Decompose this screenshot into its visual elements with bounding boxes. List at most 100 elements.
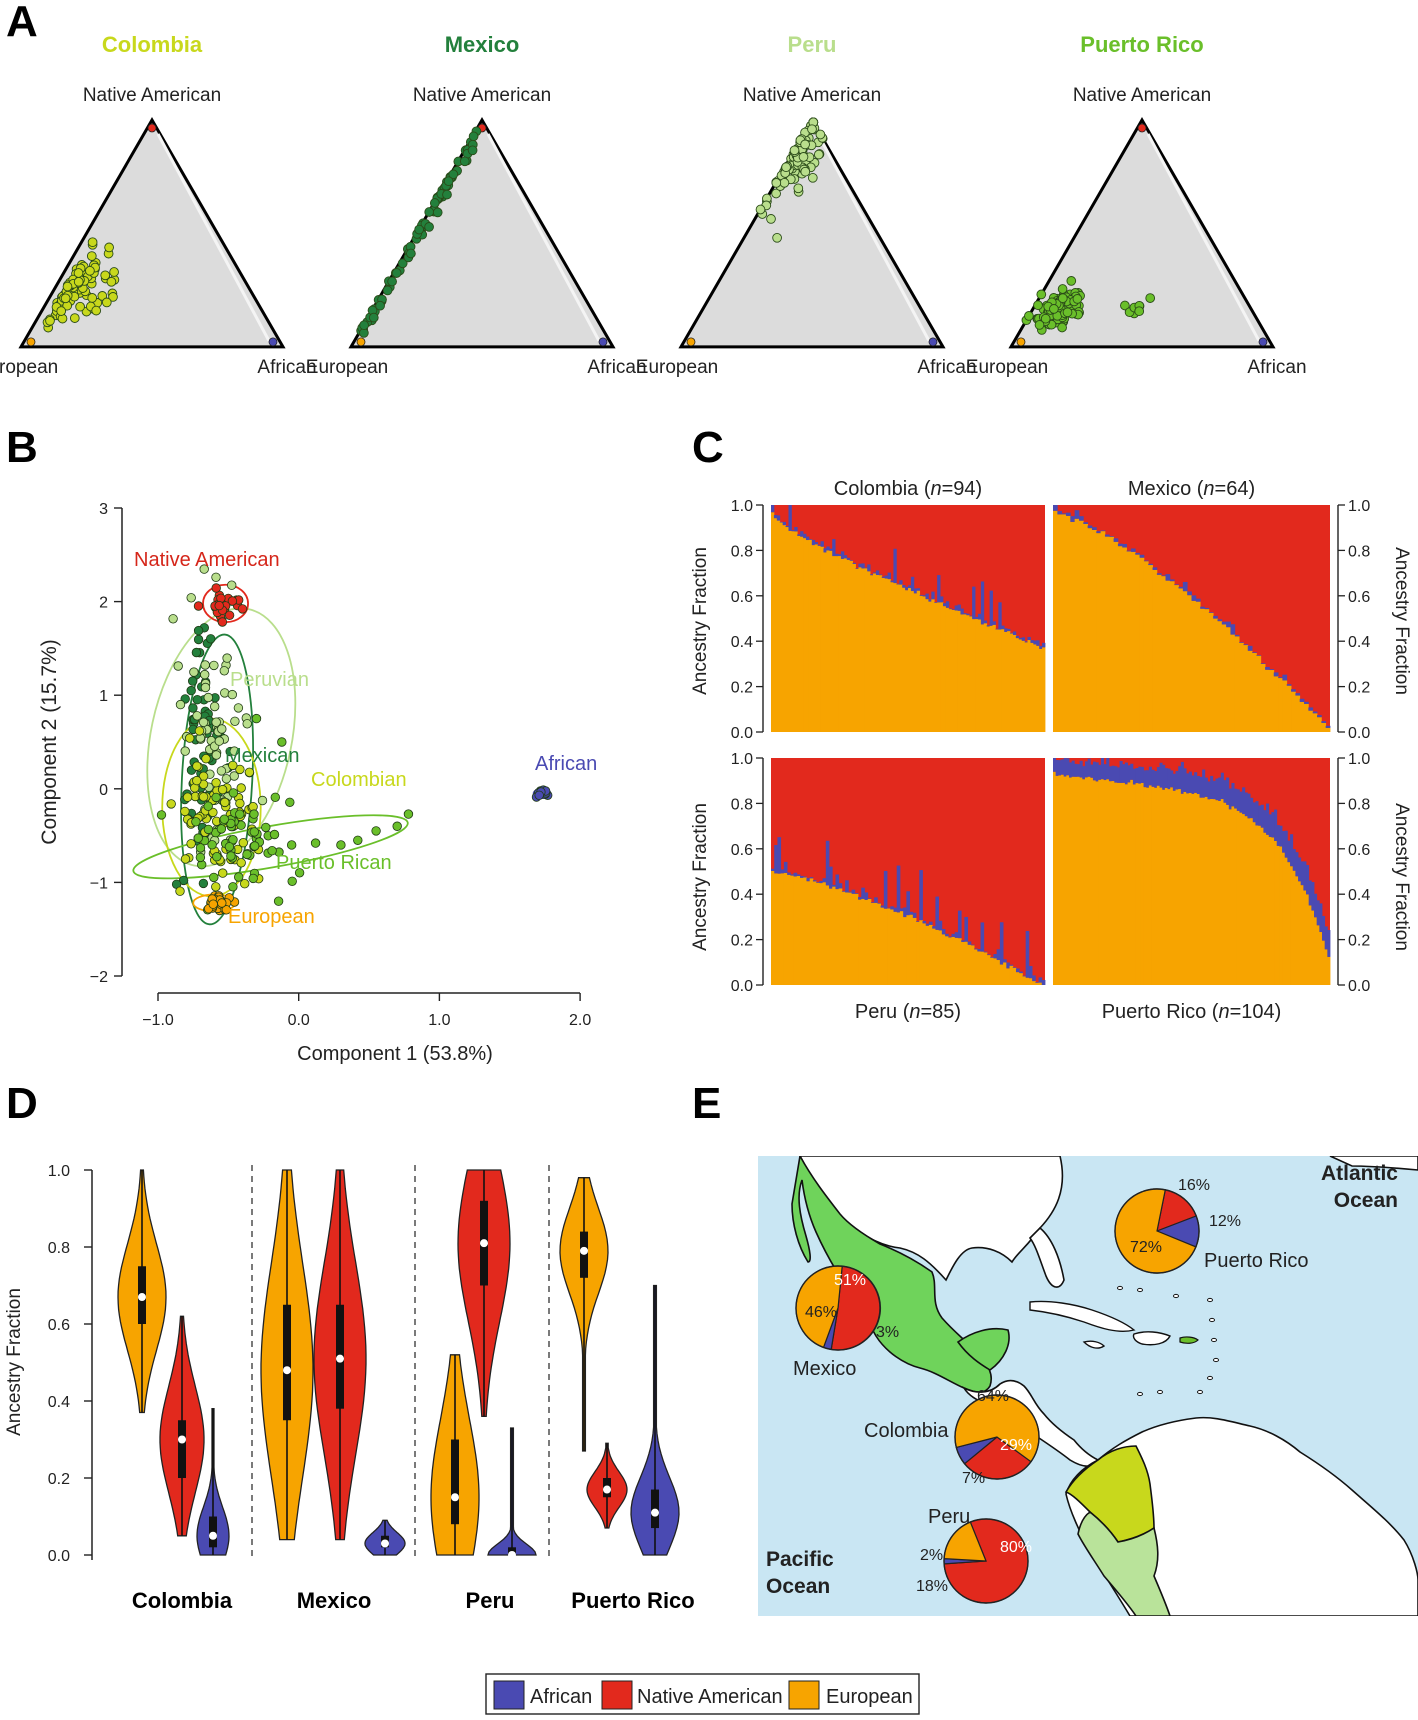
b-label-puerto-rican: Puerto Rican (276, 852, 392, 874)
admixture-european-bar (790, 875, 794, 985)
admixture-european-bar (975, 619, 979, 732)
admixture-african-bar (1308, 880, 1312, 906)
admixture-african-bar (779, 521, 784, 523)
admixture-european-bar (1104, 536, 1110, 732)
pie-puerto-rico-native-label: 16% (1178, 1177, 1210, 1194)
admixture-african-bar (1172, 773, 1176, 791)
b-point-peruvian (214, 736, 225, 746)
b-point-colombian (228, 760, 238, 771)
pie-colombia-african-label: 7% (962, 1470, 985, 1487)
admixture-african-bar (1139, 554, 1145, 558)
admixture-african-bar (809, 877, 814, 879)
admixture-african-bar (1242, 787, 1246, 815)
admixture-african-bar (825, 840, 830, 886)
e-label-colombia: Colombia (864, 1420, 949, 1442)
admixture-african-bar (922, 595, 926, 597)
b-point-peruvian (168, 614, 178, 624)
admixture-african-bar (883, 870, 888, 909)
admixture-african-bar (1143, 560, 1149, 562)
admixture-african-bar (800, 531, 804, 537)
admixture-african-bar (1282, 674, 1288, 681)
admixture-african-bar (975, 616, 979, 620)
admixture-european-bar (1065, 515, 1071, 732)
admixture-african-bar (773, 514, 778, 519)
ternary-point (69, 313, 80, 323)
admixture-european-bar (1156, 574, 1162, 732)
admixture-african-bar (849, 560, 854, 561)
admixture-european-bar (1239, 812, 1243, 985)
admixture-european-bar (1276, 845, 1280, 985)
b-point-puerto-rican (270, 792, 281, 803)
admixture-european-bar (1282, 852, 1286, 985)
b-point-puerto-rican (249, 809, 259, 819)
admixture-european-bar (1078, 520, 1084, 732)
ternary-title-mexico: Mexico (445, 32, 520, 57)
c-ytick-label: 0.2 (1348, 680, 1370, 697)
admixture-european-bar (1058, 775, 1062, 985)
b-point-peruvian (227, 689, 238, 700)
admixture-panel-peru: Peru (n=85) (771, 758, 1046, 1023)
admixture-european-bar (995, 629, 999, 732)
admixture-european-bar (1140, 782, 1144, 985)
admixture-european-bar (969, 616, 973, 732)
pie-outline (954, 1394, 1040, 1480)
pie-puerto-rico-european-label: 72% (1130, 1239, 1162, 1256)
admixture-european-bar (1210, 798, 1214, 985)
legend-native-swatch (601, 1680, 633, 1710)
admixture-african-bar (1230, 624, 1236, 635)
admixture-european-bar (1170, 787, 1174, 985)
b-point-colombian (180, 854, 191, 864)
admixture-african-bar (1175, 771, 1179, 790)
admixture-european-bar (1006, 968, 1010, 985)
admixture-european-bar (774, 873, 778, 985)
ternary-point (75, 301, 85, 312)
admixture-african-bar (1188, 771, 1192, 793)
legend-african: African (530, 1686, 592, 1708)
admixture-european-bar (825, 885, 830, 985)
ternary-label-european: European (306, 357, 388, 378)
admixture-african-bar (999, 922, 1004, 965)
ternary-point (1066, 276, 1077, 286)
b-point-colombian (244, 767, 255, 778)
d-ytick-label: 0.4 (48, 1394, 70, 1411)
c-ytick-label: 0.6 (731, 842, 753, 859)
admixture-african-bar (1215, 778, 1219, 801)
admixture-african-bar (1300, 861, 1304, 886)
admixture-african-bar (1006, 962, 1010, 969)
admixture-african-bar (1116, 767, 1120, 783)
admixture-european-bar (1035, 982, 1039, 985)
admixture-african-bar (1060, 759, 1065, 775)
admixture-african-bar (1042, 642, 1046, 648)
admixture-european-bar (896, 912, 901, 985)
b-point-colombian (238, 838, 249, 848)
legend: African Native American European (485, 1673, 920, 1715)
c-ytick-label: 0.0 (1348, 725, 1370, 742)
d-group-puerto-rico: Puerto Rico (571, 1588, 694, 1613)
admixture-european-bar (909, 914, 914, 985)
admixture-african-bar (1286, 684, 1292, 686)
ternary-point (1036, 289, 1047, 300)
admixture-european-bar (829, 888, 833, 985)
admixture-european-bar (1098, 779, 1102, 985)
admixture-african-bar (1239, 642, 1244, 643)
pie-outline (795, 1265, 881, 1351)
admixture-european-bar (1236, 810, 1240, 985)
admixture-european-bar (1122, 547, 1127, 732)
d-group-mexico: Mexico (297, 1588, 372, 1613)
map-island (1117, 1285, 1123, 1291)
ternary-point (397, 258, 408, 269)
admixture-title: Puerto Rico (n=104) (1102, 1001, 1282, 1023)
admixture-african-bar (1186, 773, 1190, 794)
admixture-european-bar (1003, 962, 1007, 985)
b-ytick-label: −1 (90, 875, 108, 892)
admixture-african-bar (814, 542, 819, 545)
admixture-african-bar (1194, 772, 1198, 793)
admixture-european-bar (1012, 967, 1017, 985)
admixture-european-bar (811, 545, 816, 732)
admixture-african-bar (1039, 645, 1043, 649)
admixture-african-bar (817, 544, 821, 546)
legend-european: European (826, 1686, 913, 1708)
admixture-european-bar (974, 949, 978, 985)
admixture-european-bar (1221, 624, 1227, 732)
ternary-puerto-rico: Puerto Rico Native American European Africa… (966, 32, 1307, 378)
